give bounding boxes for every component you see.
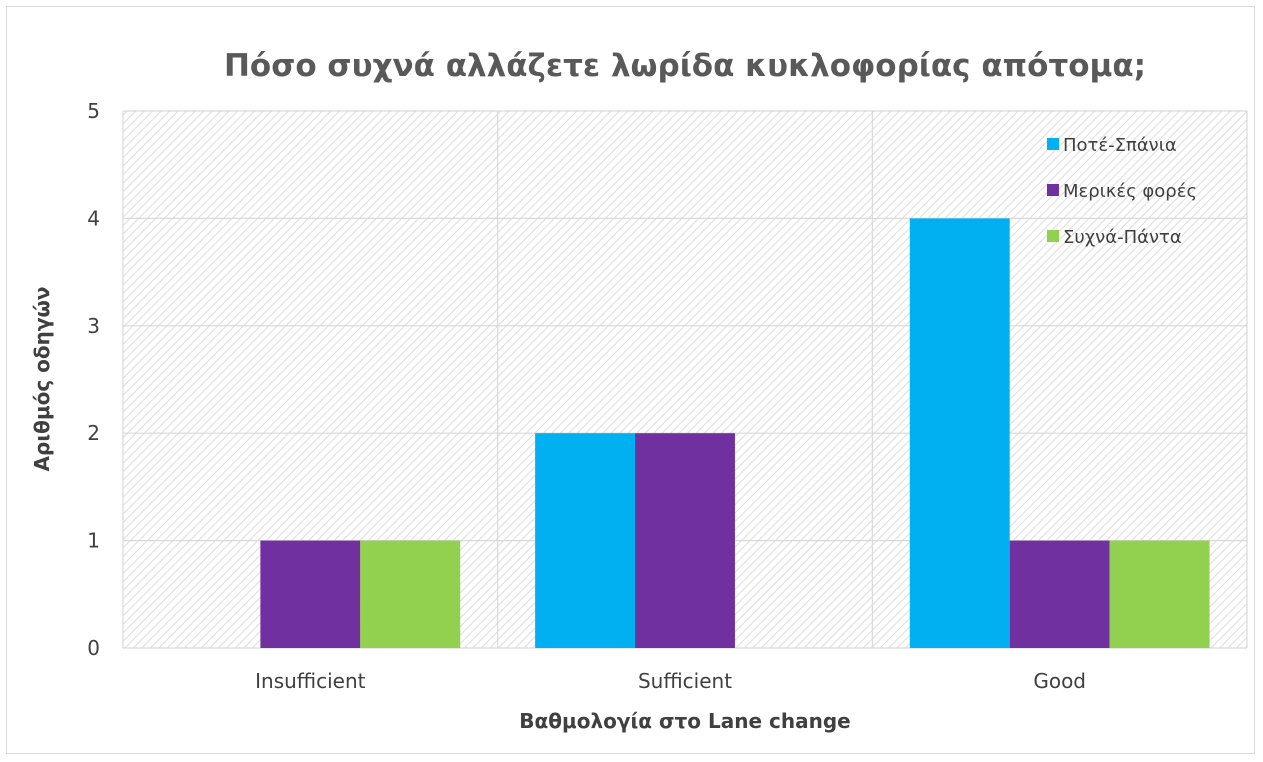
legend-label: Ποτέ-Σπάνια xyxy=(1063,135,1177,156)
chart-title: Πόσο συχνά αλλάζετε λωρίδα κυκλοφορίας α… xyxy=(224,48,1146,84)
y-axis-title: Αριθμός οδηγών xyxy=(30,287,54,472)
x-tick-label: Sufficient xyxy=(638,669,732,693)
y-tick-label: 2 xyxy=(87,421,100,445)
legend-swatch xyxy=(1047,184,1059,196)
x-tick-label: Good xyxy=(1033,669,1086,693)
y-tick-label: 4 xyxy=(87,206,100,230)
bars xyxy=(260,218,1210,648)
bar xyxy=(1109,540,1210,648)
legend: Ποτέ-Σπάνια Μερικές φορές Συχνά-Πάντα xyxy=(1047,135,1197,248)
y-tick-label: 0 xyxy=(87,636,100,660)
legend-label: Μερικές φορές xyxy=(1063,181,1197,202)
y-axis-ticks: 0 1 2 3 4 5 xyxy=(87,99,100,660)
bar xyxy=(260,540,361,648)
legend-label: Συχνά-Πάντα xyxy=(1063,227,1182,248)
bar xyxy=(635,433,735,648)
bar xyxy=(909,218,1010,648)
bar xyxy=(1009,540,1110,648)
y-tick-label: 5 xyxy=(87,99,100,123)
y-tick-label: 1 xyxy=(87,529,100,553)
legend-swatch xyxy=(1047,230,1059,242)
x-axis-ticks: Insufficient Sufficient Good xyxy=(255,669,1086,693)
x-tick-label: Insufficient xyxy=(255,669,366,693)
bar xyxy=(360,540,461,648)
legend-swatch xyxy=(1047,138,1059,150)
bar xyxy=(535,433,636,648)
y-tick-label: 3 xyxy=(87,314,100,338)
x-axis-title: Βαθμολογία στο Lane change xyxy=(519,709,850,733)
